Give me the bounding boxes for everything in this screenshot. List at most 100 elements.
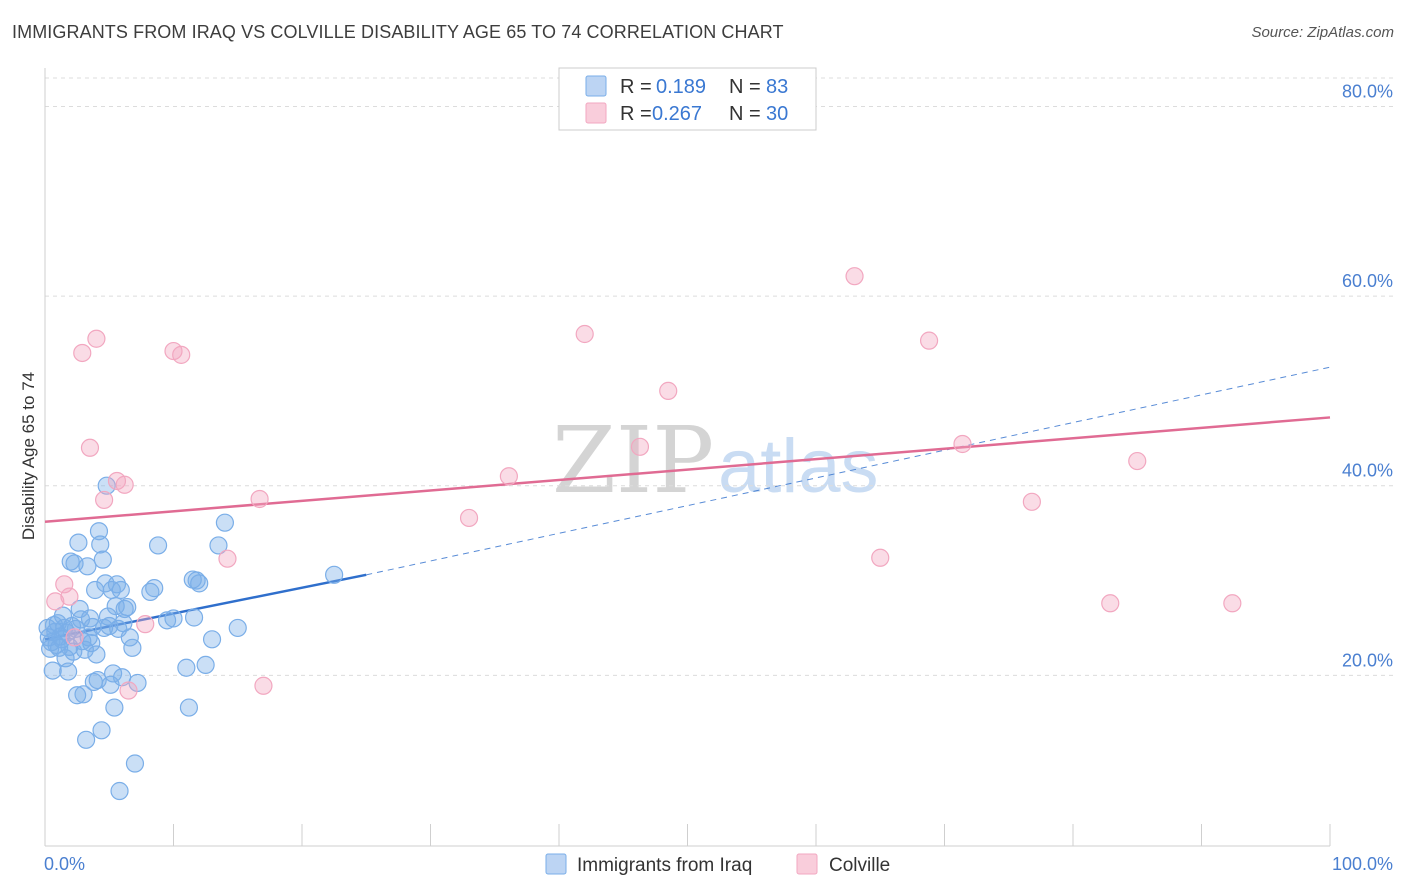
legend-r-value-iraq: 0.189 [656, 76, 706, 98]
data-point-colville [845, 267, 864, 286]
data-point-colville [499, 467, 518, 486]
data-point-iraq [111, 580, 130, 600]
data-point-iraq [77, 730, 96, 749]
legend-r-label-colville: R = [620, 103, 652, 125]
data-point-iraq [125, 754, 145, 773]
trend-lines [44, 366, 1331, 641]
data-point-iraq [97, 476, 116, 495]
data-point-iraq [190, 574, 209, 593]
data-point-iraq [105, 698, 124, 717]
legend-n-label-iraq: N = [729, 76, 761, 98]
data-point-iraq [202, 630, 222, 649]
data-point-colville [953, 434, 972, 454]
watermark: ZIP atlas [552, 407, 879, 514]
data-point-iraq [59, 662, 78, 681]
data-point-iraq [145, 579, 164, 598]
y-axis-label: Disability Age 65 to 74 [19, 372, 38, 540]
data-point-iraq [118, 597, 137, 617]
legend-n-value-iraq: 83 [766, 76, 788, 98]
legend-r-label-iraq: R = [620, 76, 652, 98]
data-point-iraq [43, 661, 62, 680]
data-point-iraq [187, 571, 206, 590]
legend-n-label-colville: N = [729, 103, 761, 125]
data-point-colville [459, 508, 479, 528]
data-point-iraq [104, 664, 123, 683]
legend-swatch-iraq [585, 75, 607, 97]
data-point-iraq [68, 686, 87, 705]
y-tick-label: 60.0% [1342, 271, 1393, 291]
data-point-iraq [196, 655, 215, 675]
data-point-iraq [78, 557, 97, 576]
data-point-iraq [209, 536, 228, 555]
data-point-colville [630, 437, 650, 456]
data-point-colville [1128, 451, 1147, 471]
data-point-colville [60, 587, 79, 606]
data-point-colville [95, 490, 114, 510]
data-point-colville [73, 343, 92, 363]
y-tick-label: 80.0% [1342, 81, 1393, 101]
data-point-iraq [177, 658, 196, 677]
data-point-iraq [123, 638, 142, 657]
chart-title: IMMIGRANTS FROM IRAQ VS COLVILLE DISABIL… [12, 22, 784, 42]
data-point-iraq [228, 618, 247, 638]
trend-line-1 [44, 416, 1331, 523]
data-point-iraq [93, 550, 112, 569]
series-label-colville: Colville [829, 855, 890, 876]
data-point-iraq [157, 611, 177, 630]
data-point-iraq [110, 781, 129, 801]
axes [44, 68, 1331, 847]
legend: R = 0.189 N = 83 R = 0.267 N = 30 [558, 67, 817, 131]
gridlines: 20.0% 40.0% 60.0% 80.0% [45, 77, 1393, 676]
data-point-colville [250, 489, 269, 509]
data-points [38, 267, 1242, 801]
series-label-iraq: Immigrants from Iraq [577, 855, 752, 876]
data-point-colville [871, 548, 890, 567]
series-swatch-iraq [545, 853, 567, 875]
data-point-colville [919, 331, 939, 350]
data-point-colville [1223, 594, 1242, 613]
legend-r-value-colville: 0.267 [652, 103, 702, 125]
data-point-iraq [82, 633, 101, 653]
watermark-atlas: atlas [718, 424, 879, 509]
data-point-iraq [74, 685, 93, 704]
data-point-iraq [215, 513, 234, 532]
data-point-iraq [91, 535, 110, 554]
legend-n-value-colville: 30 [766, 103, 788, 125]
y-tick-label: 20.0% [1342, 650, 1393, 670]
data-point-iraq [164, 609, 183, 628]
data-point-colville [172, 345, 191, 364]
data-point-iraq [115, 599, 134, 619]
source-note: Source: ZipAtlas.com [1251, 24, 1394, 41]
trend-line-0 [44, 573, 367, 641]
data-point-iraq [69, 533, 88, 552]
data-point-iraq [89, 522, 109, 541]
series-legend: Immigrants from Iraq Colville [545, 853, 890, 876]
x-tick-label-max: 100.0% [1332, 854, 1393, 874]
data-point-iraq [120, 628, 139, 647]
data-point-colville [1101, 594, 1120, 613]
y-tick-label: 40.0% [1342, 461, 1393, 481]
data-point-iraq [64, 642, 83, 661]
data-point-colville [218, 549, 237, 568]
data-point-colville [115, 475, 134, 494]
data-point-iraq [92, 721, 111, 740]
data-point-iraq [184, 608, 204, 627]
series-swatch-colville [796, 853, 818, 875]
data-point-colville [87, 329, 106, 348]
data-point-colville [575, 324, 594, 344]
data-point-iraq [179, 698, 199, 717]
data-point-colville [136, 615, 155, 634]
data-point-colville [1022, 492, 1041, 511]
data-point-iraq [87, 645, 106, 664]
data-point-colville [65, 628, 84, 647]
data-point-colville [119, 681, 138, 700]
data-point-iraq [325, 565, 344, 584]
data-point-colville [80, 438, 100, 457]
watermark-zip: ZIP [552, 407, 714, 514]
x-tick-label-min: 0.0% [44, 854, 85, 874]
legend-swatch-colville [585, 102, 607, 124]
data-point-colville [254, 676, 273, 695]
data-point-iraq [148, 536, 168, 555]
data-point-colville [659, 381, 678, 400]
